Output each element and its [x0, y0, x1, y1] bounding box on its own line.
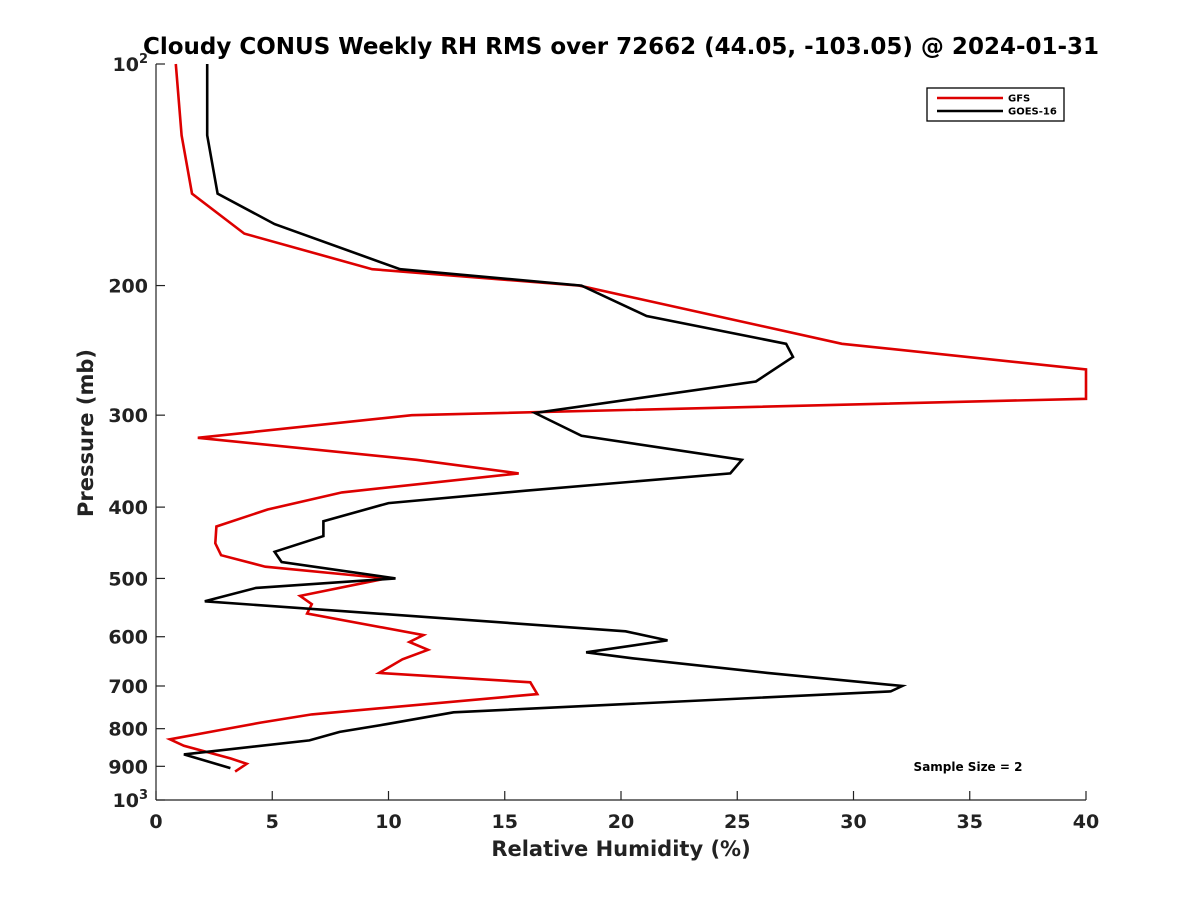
x-tick-label: 40 [1073, 811, 1099, 833]
series-layer [165, 63, 1088, 773]
y-tick-base: 10 [113, 54, 139, 76]
sample-size-annotation: Sample Size = 2 [914, 760, 1023, 774]
y-tick-base: 10 [113, 790, 139, 812]
y-axis-label: Pressure (mb) [74, 349, 98, 517]
series-line-goes16 [183, 64, 908, 770]
series-line-gfs [165, 63, 1088, 773]
chart-title: Cloudy CONUS Weekly RH RMS over 72662 (4… [143, 34, 1099, 60]
y-tick-label: 500 [108, 568, 148, 590]
y-tick-exponent: 2 [139, 52, 148, 67]
y-tick-label: 400 [108, 497, 148, 519]
y-tick-label: 900 [108, 756, 148, 778]
x-tick-label: 20 [608, 811, 634, 833]
x-tick-label: 35 [957, 811, 983, 833]
x-tick-label: 0 [149, 811, 162, 833]
x-axis-label: Relative Humidity (%) [491, 837, 750, 861]
x-tick-label: 30 [840, 811, 866, 833]
legend-label-goes16: GOES-16 [1008, 107, 1057, 118]
y-tick-exponent: 3 [139, 788, 148, 803]
x-axis-ticks: 0 5 10 15 20 25 30 35 40 [149, 791, 1099, 833]
x-tick-label: 10 [375, 811, 401, 833]
y-tick-label: 700 [108, 676, 148, 698]
x-tick-label: 25 [724, 811, 750, 833]
x-tick-label: 5 [266, 811, 279, 833]
y-tick-label: 103 [113, 788, 149, 812]
y-tick-label: 300 [108, 405, 148, 427]
y-tick-label: 800 [108, 719, 148, 741]
legend-box [926, 87, 1065, 122]
y-tick-label: 102 [113, 52, 149, 76]
plot-area: 0 5 10 15 20 25 30 35 40 10220030040050060070080… [108, 52, 1099, 833]
y-tick-label: 600 [108, 627, 148, 649]
x-tick-label: 15 [492, 811, 518, 833]
legend-label-gfs: GFS [1008, 94, 1030, 105]
plot-background [156, 64, 1086, 800]
legend: GFS GOES-16 [926, 87, 1065, 122]
y-tick-label: 200 [108, 276, 148, 298]
